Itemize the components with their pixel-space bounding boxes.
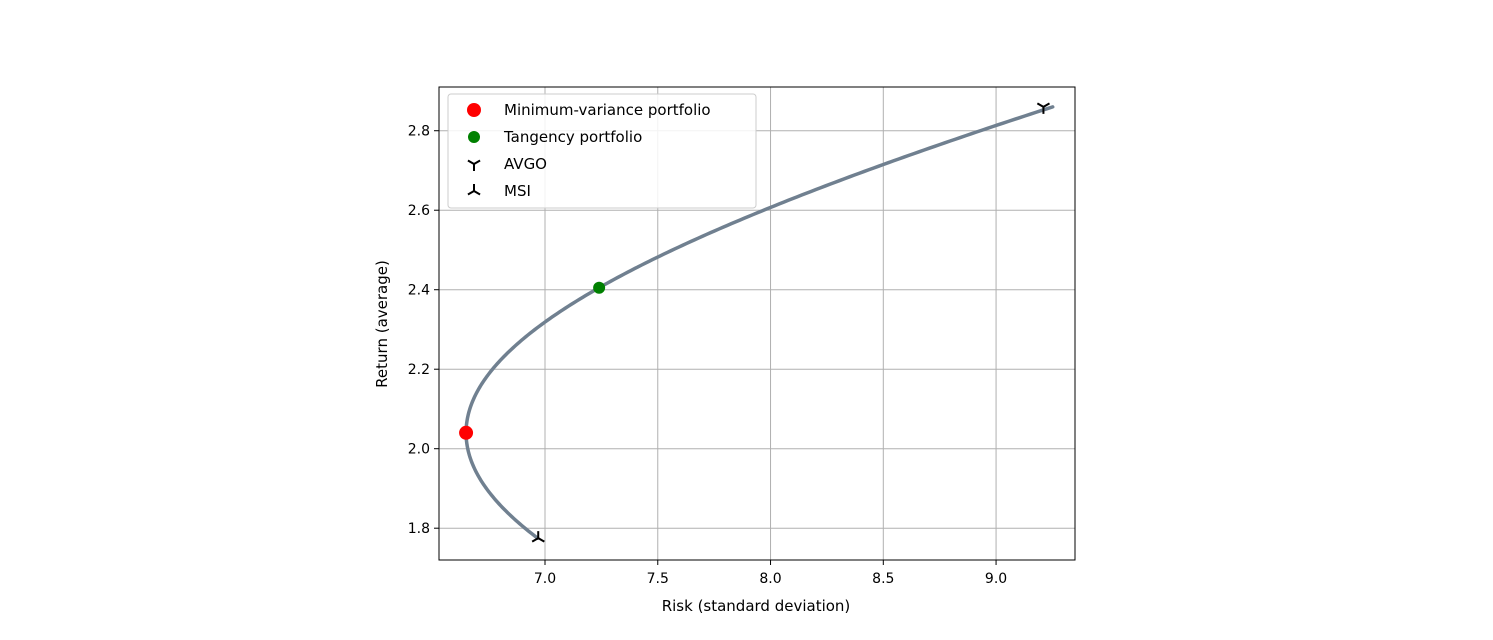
y-tick-label: 2.6 [408, 203, 430, 219]
y-tick-label: 2.4 [408, 283, 430, 299]
y-tick-label: 2.2 [408, 362, 430, 378]
legend-label: Minimum-variance portfolio [504, 101, 711, 119]
y-axis-label: Return (average) [373, 260, 391, 388]
efficient-frontier-layer [464, 105, 1055, 540]
marker-msi [467, 184, 481, 196]
marker-avgo [1036, 102, 1050, 114]
x-tick-label: 9.0 [985, 571, 1007, 587]
x-tick-label: 8.5 [872, 571, 894, 587]
x-tick-label: 7.5 [647, 571, 669, 587]
marker-minimum-variance-portfolio [467, 103, 481, 117]
legend-label: AVGO [504, 155, 547, 173]
axis-ticks: 7.0 7.5 8.0 8.5 9.0 1.8 2.0 2.2 2.4 2.6 2.8 [408, 124, 1007, 587]
legend-label: Tangency portfolio [503, 128, 642, 146]
marker-msi [531, 531, 545, 543]
x-tick-label: 8.0 [759, 571, 781, 587]
marker-minimum-variance-portfolio [459, 425, 474, 440]
portfolio-markers [459, 102, 1050, 543]
legend-label: MSI [504, 182, 531, 200]
y-tick-label: 1.8 [408, 521, 430, 537]
legend-box [447, 93, 757, 209]
grid-lines [439, 87, 1075, 560]
marker-avgo [467, 159, 481, 171]
x-tick-label: 7.0 [534, 571, 556, 587]
marker-tangency-portfolio [593, 281, 606, 294]
marker-tangency-portfolio [468, 131, 480, 143]
efficient-frontier-line [464, 105, 1055, 540]
plot-area-frame [438, 86, 1076, 561]
legend: Minimum-variance portfolio Tangency portf… [447, 93, 757, 209]
x-axis-label: Risk (standard deviation) [662, 597, 851, 615]
y-tick-label: 2.8 [408, 124, 430, 140]
y-tick-label: 2.0 [408, 442, 430, 458]
